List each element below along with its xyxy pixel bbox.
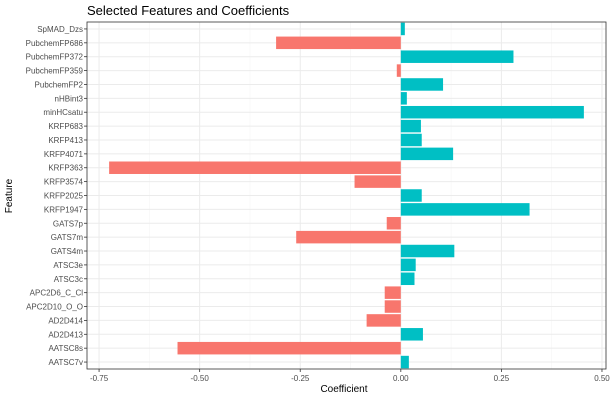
x-tick-label: -0.25 [291, 374, 310, 383]
x-tick-label: 0.50 [594, 374, 610, 383]
bar [276, 36, 401, 50]
bar [177, 341, 401, 355]
bar [400, 22, 405, 36]
bar [400, 119, 421, 133]
y-tick-label: APC2D6_C_Cl [30, 289, 84, 298]
y-tick-label: AD2D413 [48, 330, 83, 339]
x-axis-title: Coefficient [320, 384, 367, 395]
bar [400, 355, 409, 369]
bar [366, 314, 401, 327]
y-tick-label: KRFP4071 [44, 150, 84, 159]
y-tick-label: PubchemFP2 [35, 80, 84, 89]
bar [400, 133, 422, 147]
y-tick-label: KRFP1947 [44, 205, 84, 214]
bar [109, 161, 401, 174]
bar [400, 92, 407, 105]
bar [400, 244, 455, 258]
bar [354, 175, 401, 188]
y-axis-ticks: SpMAD_Dzs PubchemFP686 PubchemFP372 Pubchem… [26, 25, 87, 367]
y-tick-label: ATSC3e [53, 261, 83, 270]
bar [400, 258, 416, 272]
grid [87, 22, 606, 369]
bar [396, 64, 401, 77]
x-axis-ticks: -0.75 -0.50 -0.25 0.00 0.25 0.50 [90, 369, 610, 383]
bar [384, 300, 401, 313]
bars [109, 22, 584, 369]
y-tick-label: PubchemFP359 [26, 67, 84, 76]
y-tick-label: KRFP3574 [44, 178, 84, 187]
bar [400, 105, 584, 119]
bar [400, 50, 514, 63]
y-tick-label: KRFP363 [48, 164, 83, 173]
bar [400, 78, 444, 91]
y-tick-label: GATS4m [51, 247, 84, 256]
chart-title: Selected Features and Coefficients [87, 3, 290, 18]
y-tick-label: AATSC8s [48, 344, 83, 353]
x-tick-label: 0.00 [393, 374, 409, 383]
x-tick-label: -0.50 [191, 374, 210, 383]
bar [400, 189, 422, 202]
y-tick-label: ATSC3c [54, 275, 83, 284]
y-axis-title: Feature [4, 178, 15, 213]
bar [386, 217, 401, 230]
x-tick-label: -0.75 [90, 374, 109, 383]
y-tick-label: nHBint3 [55, 94, 84, 103]
panel-border [86, 21, 607, 370]
y-tick-label: PubchemFP686 [26, 39, 84, 48]
bar [400, 203, 530, 216]
y-tick-label: GATS7p [53, 219, 84, 228]
bar [384, 286, 401, 299]
y-tick-label: GATS7m [51, 233, 84, 242]
bar [400, 272, 415, 286]
bar [400, 328, 423, 341]
y-tick-label: KRFP683 [48, 122, 83, 131]
x-tick-label: 0.25 [494, 374, 510, 383]
y-tick-label: APC2D10_O_O [26, 303, 83, 312]
y-tick-label: AATSC7v [48, 358, 83, 367]
y-tick-label: AD2D414 [48, 316, 83, 325]
y-tick-label: KRFP2025 [44, 192, 84, 201]
y-tick-label: PubchemFP372 [26, 53, 84, 62]
bar [296, 230, 401, 244]
y-tick-label: KRFP413 [48, 136, 83, 145]
bar [400, 147, 454, 161]
y-tick-label: minHCsatu [43, 108, 83, 117]
y-tick-label: SpMAD_Dzs [37, 25, 83, 34]
